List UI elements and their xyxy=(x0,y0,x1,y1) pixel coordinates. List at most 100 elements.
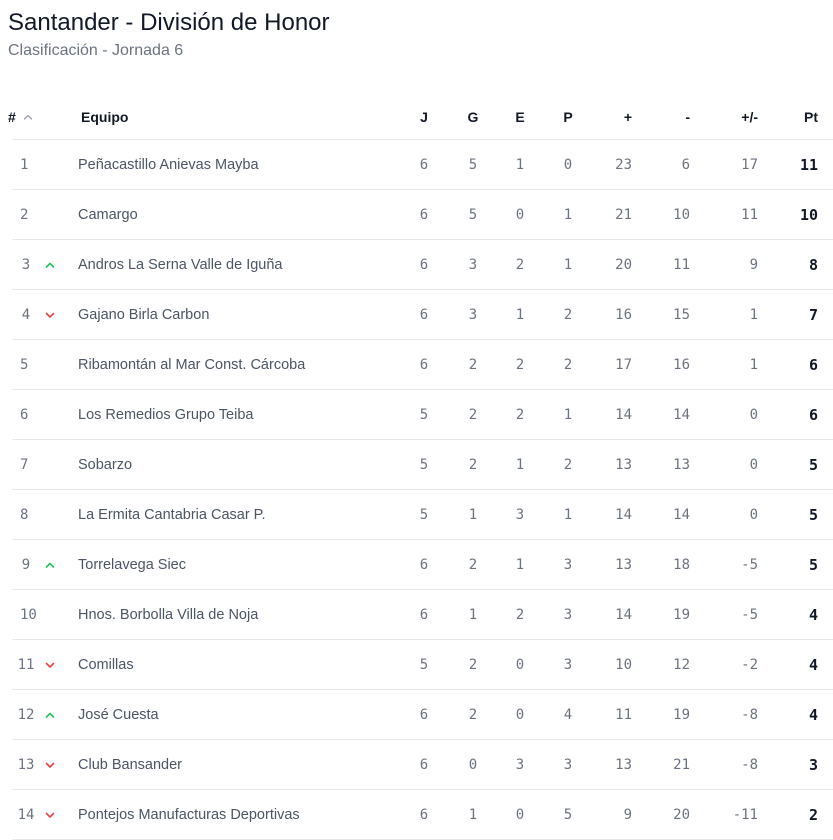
played-cell: 6 xyxy=(419,206,429,223)
table-row[interactable]: 14 Pontejos Manufacturas Deportivas 6 1 0 5 9 2… xyxy=(12,790,833,840)
column-header-won[interactable]: G xyxy=(467,108,479,125)
points-cell: 4 xyxy=(808,605,818,624)
won-cell: 5 xyxy=(468,156,478,173)
position-cell: 7 xyxy=(12,440,60,489)
goals-for-cell: 13 xyxy=(615,556,632,573)
position-cell: 12 xyxy=(12,690,60,739)
standings-table: # Equipo J G E P + - +/- Pt 1 Peñacastill… xyxy=(0,94,833,840)
goals-against-cell: 10 xyxy=(673,206,690,223)
played-cell: 5 xyxy=(419,656,429,673)
table-row[interactable]: 5 Ribamontán al Mar Const. Cárcoba 6 2 2 2 17 1… xyxy=(12,340,833,390)
position-cell: 5 xyxy=(12,340,60,389)
won-cell: 2 xyxy=(468,456,478,473)
drawn-cell: 0 xyxy=(515,806,525,823)
goals-for-cell: 14 xyxy=(615,506,632,523)
goal-difference-cell: 17 xyxy=(741,156,758,173)
trend-down-icon xyxy=(45,662,55,668)
played-cell: 6 xyxy=(419,156,429,173)
team-name[interactable]: Sobarzo xyxy=(78,456,133,473)
table-row[interactable]: 2 Camargo 6 5 0 1 21 10 11 10 xyxy=(12,190,833,240)
position-number: 3 xyxy=(21,256,31,273)
team-name[interactable]: Club Bansander xyxy=(78,756,182,773)
table-row[interactable]: 10 Hnos. Borbolla Villa de Noja 6 1 2 3 14 19 -5… xyxy=(12,590,833,640)
team-name[interactable]: Pontejos Manufacturas Deportivas xyxy=(78,806,300,823)
trend-down-icon xyxy=(45,312,55,318)
position-cell: 3 xyxy=(12,240,60,289)
column-header-drawn[interactable]: E xyxy=(515,108,525,125)
column-header-lost[interactable]: P xyxy=(563,108,573,125)
goals-against-cell: 14 xyxy=(673,506,690,523)
points-cell: 4 xyxy=(808,655,818,674)
drawn-cell: 2 xyxy=(515,406,525,423)
points-cell: 6 xyxy=(808,405,818,424)
table-row[interactable]: 9 Torrelavega Siec 6 2 1 3 13 18 -5 5 xyxy=(12,540,833,590)
points-cell: 4 xyxy=(808,705,818,724)
column-header-goals-against[interactable]: - xyxy=(685,108,690,125)
page-subtitle: Clasificación - Jornada 6 xyxy=(8,42,184,59)
table-row[interactable]: 11 Comillas 5 2 0 3 10 12 -2 4 xyxy=(12,640,833,690)
played-cell: 6 xyxy=(419,306,429,323)
table-row[interactable]: 1 Peñacastillo Anievas Mayba 6 5 1 0 23 6 17 11 xyxy=(12,140,833,190)
drawn-cell: 3 xyxy=(515,506,525,523)
team-name[interactable]: La Ermita Cantabria Casar P. xyxy=(78,506,266,523)
goals-for-cell: 14 xyxy=(615,406,632,423)
position-cell: 8 xyxy=(12,490,60,539)
drawn-cell: 1 xyxy=(515,456,525,473)
table-row[interactable]: 7 Sobarzo 5 2 1 2 13 13 0 5 xyxy=(12,440,833,490)
column-header-goals-for[interactable]: + xyxy=(623,108,632,125)
column-header-team[interactable]: Equipo xyxy=(81,108,129,125)
team-name[interactable]: Torrelavega Siec xyxy=(78,556,186,573)
column-header-played[interactable]: J xyxy=(420,108,428,125)
sort-ascending-icon[interactable] xyxy=(22,111,34,123)
goals-against-cell: 20 xyxy=(673,806,690,823)
table-body: 1 Peñacastillo Anievas Mayba 6 5 1 0 23 6 17 11 2 C… xyxy=(0,140,833,840)
goals-against-cell: 15 xyxy=(673,306,690,323)
team-name[interactable]: Andros La Serna Valle de Iguña xyxy=(78,256,283,273)
table-row[interactable]: 6 Los Remedios Grupo Teiba 5 2 2 1 14 14 0 6 xyxy=(12,390,833,440)
column-header-position[interactable]: # xyxy=(8,94,56,139)
team-name[interactable]: Los Remedios Grupo Teiba xyxy=(78,406,254,423)
goals-for-cell: 17 xyxy=(615,356,632,373)
lost-cell: 3 xyxy=(563,556,573,573)
table-row[interactable]: 8 La Ermita Cantabria Casar P. 5 1 3 1 14 14 0 5 xyxy=(12,490,833,540)
position-cell: 9 xyxy=(12,540,60,589)
won-cell: 0 xyxy=(468,756,478,773)
column-header-points[interactable]: Pt xyxy=(804,108,818,125)
table-row[interactable]: 13 Club Bansander 6 0 3 3 13 21 -8 3 xyxy=(12,740,833,790)
goal-difference-cell: -8 xyxy=(741,756,758,773)
trend-up-icon xyxy=(45,712,55,718)
team-name[interactable]: Comillas xyxy=(78,656,134,673)
lost-cell: 3 xyxy=(563,756,573,773)
played-cell: 6 xyxy=(419,356,429,373)
position-number: 10 xyxy=(20,606,37,623)
team-name[interactable]: José Cuesta xyxy=(78,706,159,723)
team-name[interactable]: Ribamontán al Mar Const. Cárcoba xyxy=(78,356,306,373)
goals-for-cell: 21 xyxy=(615,206,632,223)
won-cell: 2 xyxy=(468,656,478,673)
position-number: 6 xyxy=(20,406,29,423)
table-row[interactable]: 12 José Cuesta 6 2 0 4 11 19 -8 4 xyxy=(12,690,833,740)
goals-against-cell: 11 xyxy=(673,256,690,273)
points-cell: 5 xyxy=(808,555,818,574)
team-name[interactable]: Peñacastillo Anievas Mayba xyxy=(78,156,259,173)
goals-against-cell: 12 xyxy=(673,656,690,673)
position-number: 7 xyxy=(20,456,29,473)
won-cell: 3 xyxy=(468,306,478,323)
team-name[interactable]: Gajano Birla Carbon xyxy=(78,306,210,323)
team-name[interactable]: Hnos. Borbolla Villa de Noja xyxy=(78,606,259,623)
won-cell: 1 xyxy=(468,606,478,623)
column-header-goal-difference[interactable]: +/- xyxy=(741,108,758,125)
played-cell: 5 xyxy=(419,406,429,423)
lost-cell: 1 xyxy=(563,406,573,423)
points-cell: 6 xyxy=(808,355,818,374)
goals-against-cell: 19 xyxy=(673,706,690,723)
won-cell: 2 xyxy=(468,556,478,573)
team-name[interactable]: Camargo xyxy=(78,206,138,223)
goal-difference-cell: 11 xyxy=(741,206,758,223)
position-number: 9 xyxy=(21,556,31,573)
table-row[interactable]: 4 Gajano Birla Carbon 6 3 1 2 16 15 1 7 xyxy=(12,290,833,340)
played-cell: 6 xyxy=(419,606,429,623)
goal-difference-cell: 0 xyxy=(749,406,758,423)
table-row[interactable]: 3 Andros La Serna Valle de Iguña 6 3 2 1 20 11 9… xyxy=(12,240,833,290)
drawn-cell: 2 xyxy=(515,606,525,623)
